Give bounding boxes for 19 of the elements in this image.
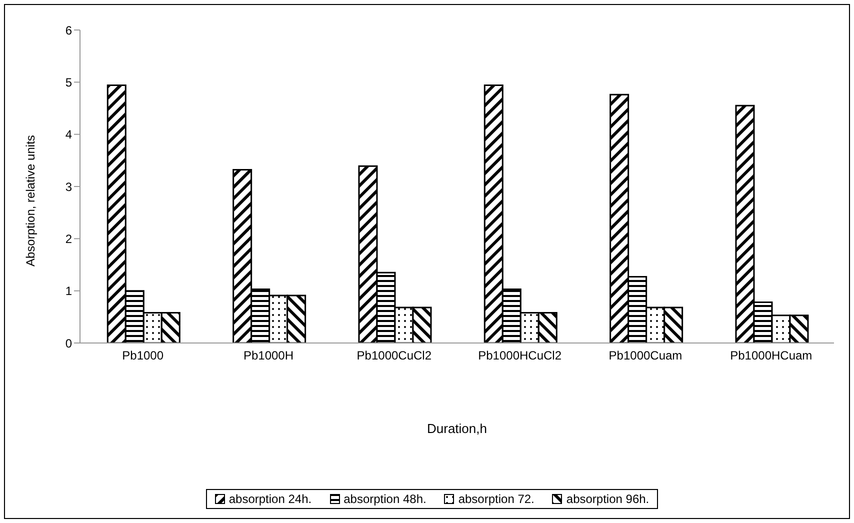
x-tick-label: Pb1000Cuam (608, 348, 682, 363)
y-tick-label: 0 (65, 336, 72, 350)
y-tick-label: 4 (65, 128, 72, 142)
x-tick-label: Pb1000 (122, 348, 164, 363)
x-tick-label: Pb1000H (243, 348, 294, 363)
x-tick-label: Pb1000CuCl2 (356, 348, 432, 363)
y-tick-label: 2 (65, 232, 72, 246)
legend-label: absorption 72. (457, 492, 534, 506)
y-tick-label: 6 (65, 23, 72, 38)
x-axis-title: Duration,h (427, 421, 487, 436)
legend-label: absorption 48h. (342, 492, 426, 506)
legend-label: absorption 96h. (565, 492, 650, 506)
x-tick-label: Pb1000HCuam (730, 348, 812, 363)
y-axis-title: Absorption, relative units (23, 135, 38, 266)
x-tick-label: Pb1000HCuCl2 (478, 348, 562, 363)
y-tick-label: 5 (65, 75, 72, 90)
y-tick-label: 3 (65, 180, 72, 194)
y-tick-label: 1 (65, 284, 72, 298)
legend-label: absorption 24h. (228, 492, 312, 506)
